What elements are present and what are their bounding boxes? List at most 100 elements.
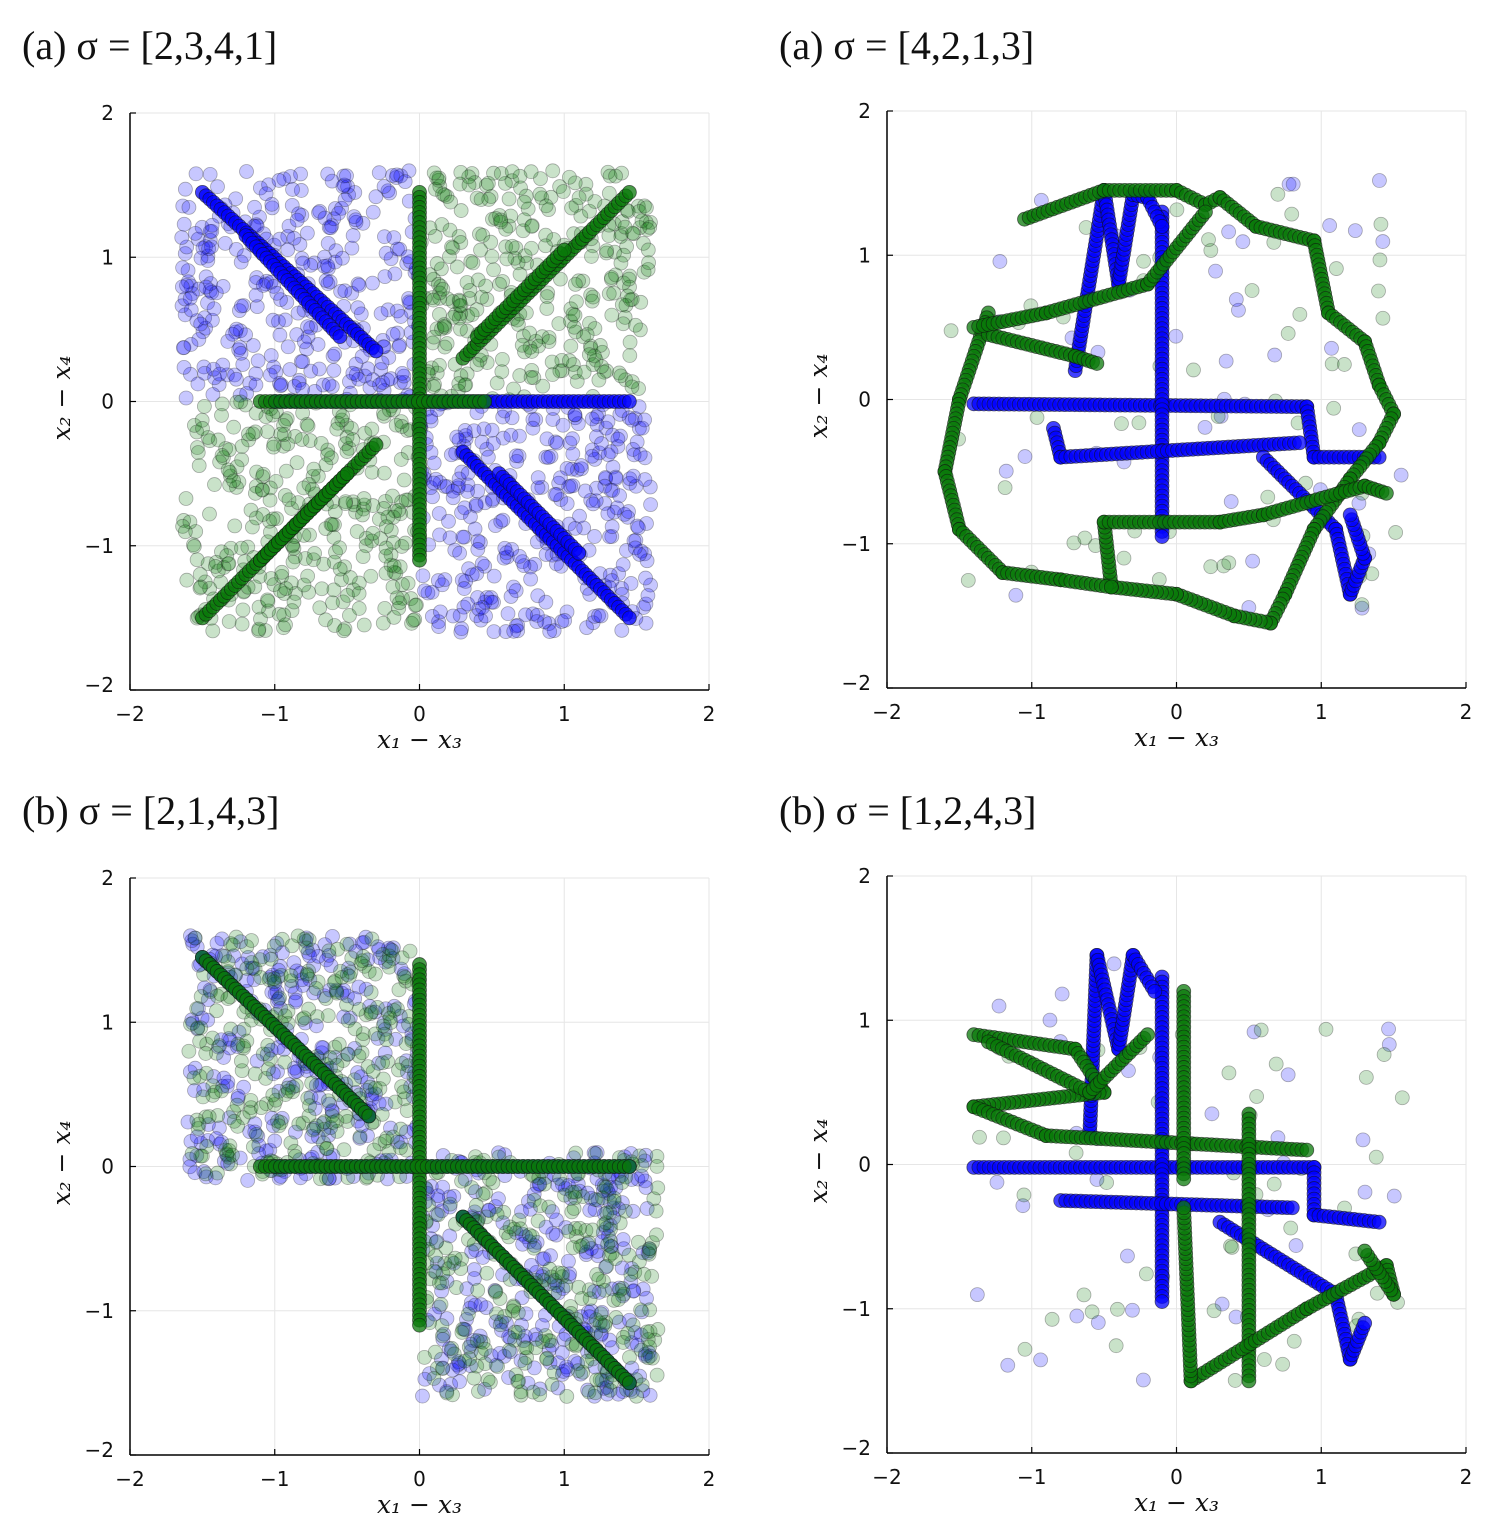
scatter-point-green [222,464,238,480]
y-tick-label: 1 [101,245,114,269]
scatter-point-blue [470,483,486,499]
scatter-point-blue [314,1039,330,1055]
scatter-point-green [364,1004,379,1020]
scatter-point-green [452,176,468,192]
scatter-point-green [290,928,306,944]
scatter-point-green [210,1165,225,1181]
scatter-point-green [365,498,381,513]
scatter-point-blue [610,439,626,454]
scatter-point-green [453,164,469,180]
scatter-point-blue [526,1186,542,1202]
scatter-point-blue [556,1332,572,1347]
scatter-point-green [552,363,568,379]
scatter-point-green [205,623,221,639]
scatter-point-blue [515,1226,530,1242]
scatter-point-green [1110,1301,1125,1317]
scatter-point-blue [322,1096,337,1112]
scatter-point-green [520,201,536,217]
scatter-point-blue [589,417,605,433]
scatter-point-blue [629,518,645,534]
scatter-point-blue [1120,1248,1135,1264]
scatter-point-blue [269,285,285,301]
scatter-point-blue [549,1212,564,1228]
scatter-point-green [340,588,355,603]
scatter-point-green [649,1159,665,1174]
scatter-point-green [262,1051,278,1067]
scatter-point-green [247,961,263,977]
scatter-point-blue [182,1064,198,1080]
scatter-point-blue [457,423,473,438]
scatter-point-green [567,1184,583,1200]
scatter-point-green [320,1093,336,1109]
scatter-point-blue [1208,263,1223,279]
scatter-point-green [472,226,487,242]
scatter-point-blue [637,472,653,487]
scatter-point-blue [348,944,364,959]
scatter-point-green [449,259,465,275]
scatter-point-blue [1228,292,1244,307]
scatter-point-blue [443,1377,459,1392]
scatter-point-green [569,294,584,310]
scatter-point-green [301,963,317,979]
scatter-point-green [324,517,340,532]
scatter-point-green [236,1038,251,1054]
scatter-point-blue [627,1325,643,1340]
scatter-point-blue [522,1234,538,1250]
scatter-point-green [274,568,290,584]
scatter-point-blue [392,241,408,257]
scatter-point-blue [377,1045,393,1061]
scatter-point-blue [375,375,391,390]
x-tick-label: −1 [260,1467,289,1491]
scatter-point-blue [371,942,387,957]
scatter-point-green [276,620,291,636]
trajectory-point-blue [621,394,637,409]
scatter-point-green [1066,535,1082,551]
scatter-point-blue [176,359,192,375]
scatter-point-green [183,1016,198,1032]
scatter-point-blue [477,594,493,610]
scatter-point-blue [185,1015,201,1031]
scatter-point-green [358,530,374,546]
scatter-point-green [571,273,587,289]
scatter-point-green [451,376,467,391]
scatter-point-blue [288,992,304,1008]
scatter-point-green [623,1267,639,1282]
scatter-point-green [579,327,595,342]
scatter-point-blue [264,200,280,216]
trajectory-point-green [1198,204,1213,220]
scatter-point-green [601,286,617,302]
scatter-point-green [629,1388,644,1404]
scatter-point-blue [548,1227,564,1243]
scatter-point-blue [376,179,392,194]
scatter-point-blue [576,520,592,536]
scatter-point-blue [245,338,261,353]
scatter-point-blue [471,601,487,617]
scatter-point-blue [262,367,278,383]
scatter-point-green [505,1303,520,1319]
scatter-point-green [585,1222,600,1238]
scatter-point-blue [287,1064,303,1080]
scatter-point-green [189,1112,205,1128]
scatter-point-green [196,398,212,414]
scatter-point-green [568,1145,584,1161]
scatter-point-blue [594,1373,610,1388]
scatter-point-green [347,1021,363,1037]
scatter-point-blue [340,967,355,982]
scatter-point-blue [467,521,483,537]
scatter-point-blue [640,1245,656,1261]
scatter-point-blue [282,362,298,377]
scatter-point-blue [443,1343,459,1359]
scatter-point-green [593,1306,609,1322]
scatter-point-blue [304,1128,320,1144]
scatter-point-green [376,465,392,481]
scatter-point-green [618,372,633,388]
scatter-point-blue [474,434,490,450]
scatter-point-blue [377,269,393,285]
scatter-point-blue [360,1128,375,1144]
scatter-point-blue [202,232,218,248]
scatter-point-green [492,1291,508,1306]
scatter-point-blue [279,295,295,310]
y-axis-label: x₂ − x₄ [47,355,76,441]
scatter-point-green [513,180,528,196]
scatter-point-blue [605,459,621,475]
